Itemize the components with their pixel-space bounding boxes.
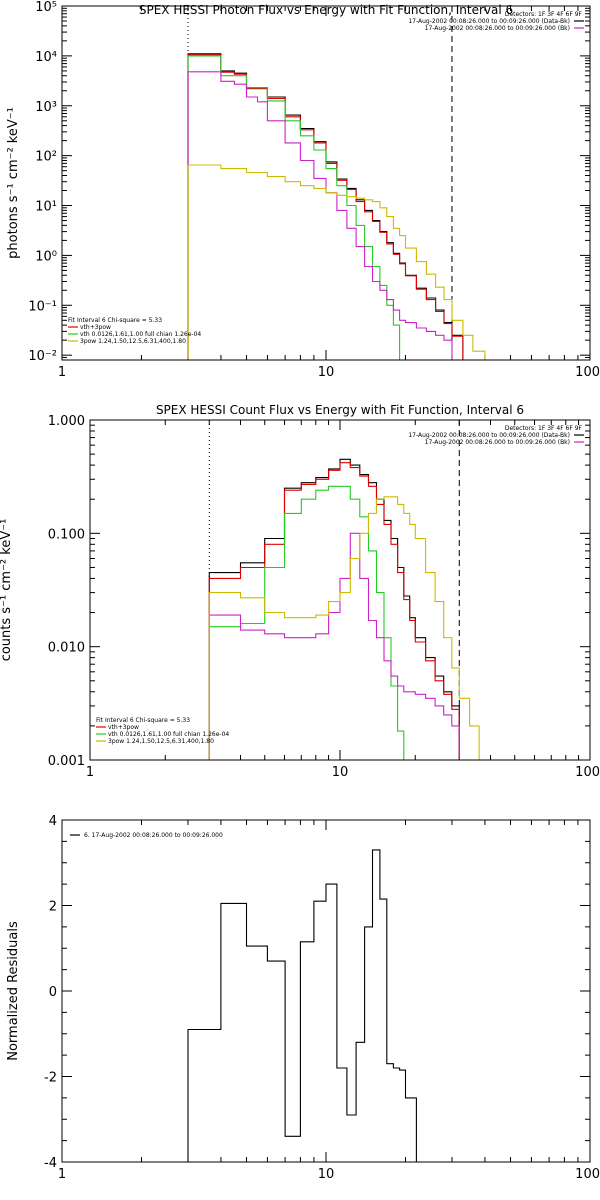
plot-frame	[61, 819, 591, 1163]
y-tick-label: 10⁻²	[28, 349, 57, 364]
chart-panel-2: SPEX HESSI Count Flux vs Energy with Fit…	[0, 403, 600, 780]
legend-entry: vth+3pow	[80, 324, 111, 331]
x-tick-label: 10	[318, 1167, 335, 1182]
chart-panel-1: SPEX HESSI Photon Flux vs Energy with Fi…	[6, 0, 600, 380]
x-tick-label: 100	[575, 765, 600, 780]
series-line-3	[187, 55, 406, 360]
x-tick-label: 1	[58, 1167, 66, 1182]
y-tick-label: 1.000	[48, 414, 85, 429]
y-tick-label: 10³	[35, 100, 57, 115]
x-tick-label: 10	[318, 365, 335, 380]
x-tick-label: 1	[86, 765, 94, 780]
series-line-5	[208, 496, 491, 760]
legend-entry: 6. 17-Aug-2002 00:08:26.000 to 00:09:26.…	[84, 832, 223, 839]
chart-panel-3: 1 10 100 -4 -2 0 2 4 Normalized Residuals 6. 17-A…	[6, 814, 600, 1182]
legend-entry: vth 0.0126,1.61,1.00 full chian 1.26e-04	[108, 731, 229, 738]
y-tick-label: 2	[49, 900, 57, 915]
y-tick-label: -2	[44, 1071, 57, 1086]
y-tick-label: 0	[49, 985, 57, 1000]
legend-entry: 3pow 1.24,1.50,12.5,6.31,400,1.80	[80, 338, 186, 345]
legend-entry: Fit Interval 6 Chi-square = 5.33	[68, 317, 162, 324]
chart-title: SPEX HESSI Count Flux vs Energy with Fit…	[156, 403, 524, 417]
y-tick-label: 10⁴	[35, 50, 57, 65]
legend-entry: 3pow 1.24,1.50,12.5,6.31,400,1.80	[108, 738, 214, 745]
y-axis-title: counts s⁻¹ cm⁻² keV⁻¹	[0, 519, 14, 662]
plot-frame	[61, 5, 591, 361]
series-line-1	[187, 849, 417, 1162]
header-text: 17-Aug-2002 00:08:26.000 to 00:09:26.000…	[408, 18, 570, 25]
y-axis-title: photons s⁻¹ cm⁻² keV⁻¹	[6, 107, 21, 259]
y-tick-label: 4	[49, 814, 57, 829]
legend-entry: Fit Interval 6 Chi-square = 5.33	[96, 717, 190, 724]
series-line-4	[208, 532, 460, 760]
y-tick-label: 10¹	[35, 200, 57, 215]
series-line-2	[208, 462, 460, 760]
series-line-4	[187, 71, 453, 360]
plot-frame	[89, 419, 591, 761]
series-line-3	[208, 485, 410, 760]
x-tick-label: 10	[332, 765, 349, 780]
header-text: Detectors: 1F 3F 4F 6F 9F	[505, 425, 583, 432]
y-tick-label: 10⁻¹	[28, 299, 57, 314]
x-tick-label: 1	[58, 365, 66, 380]
legend-entry: vth 0.0126,1.61,1.00 full chian 1.26e-04	[80, 331, 201, 338]
header-text: Detectors: 1F 3F 4F 6F 9F	[505, 11, 583, 18]
series-line-2	[187, 54, 464, 360]
y-tick-label: 0.001	[48, 754, 85, 769]
y-tick-label: 0.010	[48, 641, 85, 656]
y-tick-label: -4	[44, 1156, 57, 1171]
y-axis-title: Normalized Residuals	[6, 921, 21, 1061]
x-tick-label: 100	[575, 1167, 600, 1182]
y-tick-label: 10⁰	[35, 249, 57, 264]
legend-entry: vth+3pow	[108, 724, 139, 731]
series-line-5	[187, 164, 486, 360]
header-text: 17-Aug-2002 00:08:26.000 to 00:09:26.000…	[408, 432, 570, 439]
header-text: 17-Aug-2002 00:08:26.000 to 00:09:26.000…	[425, 25, 570, 32]
y-tick-label: 0.100	[48, 527, 85, 542]
y-tick-label: 10⁵	[35, 0, 57, 15]
y-tick-label: 10²	[35, 150, 57, 165]
header-text: 17-Aug-2002 00:08:26.000 to 00:09:26.000…	[425, 439, 570, 446]
x-tick-label: 100	[575, 365, 600, 380]
